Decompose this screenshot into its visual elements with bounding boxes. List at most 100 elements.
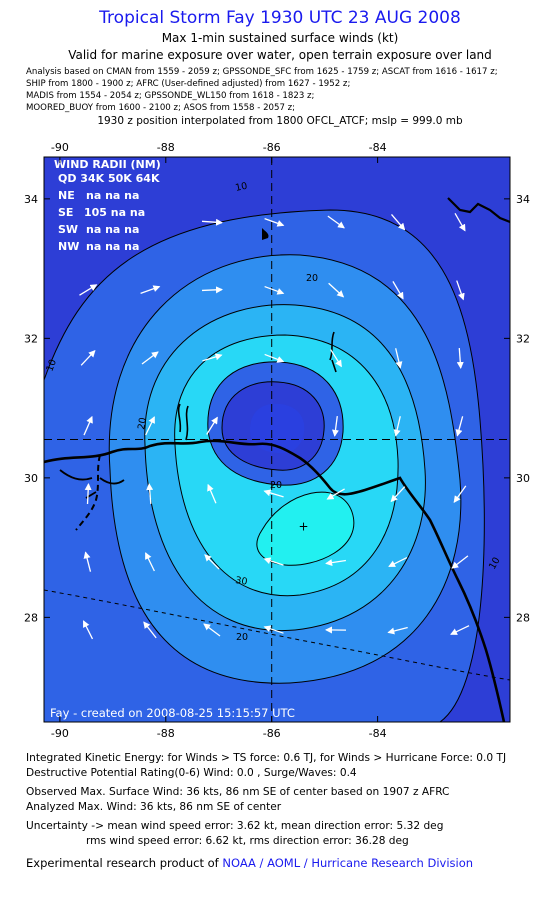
wind-vector-arrow <box>84 483 92 505</box>
wind-radii-quadrant: SW <box>58 223 78 236</box>
wind-radii-values: 105 na na <box>84 206 145 219</box>
subtitle: Max 1-min sustained surface winds (kt) <box>161 31 399 45</box>
contour-line <box>108 254 462 684</box>
analysis-line: Analysis based on CMAN from 1559 - 2059 … <box>26 67 498 77</box>
wind-vector-arrow <box>83 415 93 436</box>
lon-tick-label-bottom: -86 <box>263 727 281 740</box>
lon-tick-label-top: -84 <box>369 141 387 154</box>
wind-vector-arrow <box>263 625 284 634</box>
wind-vector-arrow <box>453 485 467 503</box>
contour-line <box>174 334 399 597</box>
contour-label: 20 <box>306 273 318 284</box>
dpr-line: Destructive Potential Rating(0-6) Wind: … <box>26 767 357 779</box>
contour-line <box>144 304 426 632</box>
mobile-bay <box>177 403 189 441</box>
wind-radii-quadrant: SE <box>58 206 73 219</box>
wind-vector-arrow <box>80 349 96 366</box>
wind-radii-quadrant: NW <box>58 240 79 253</box>
lat-tick-label-right: 34 <box>516 193 530 206</box>
wind-vector-arrow <box>451 555 469 569</box>
lon-tick-label-bottom: -90 <box>51 727 69 740</box>
observed-max-line: Observed Max. Surface Wind: 36 kts, 86 n… <box>26 786 450 798</box>
wind-vector-arrow <box>140 285 161 295</box>
contour-label: 20 <box>236 632 248 643</box>
position-line: 1930 z position interpolated from 1800 O… <box>97 115 463 127</box>
lon-tick-label-bottom: -88 <box>157 727 175 740</box>
contour-label: 20 <box>136 417 149 431</box>
lon-tick-label-top: -86 <box>263 141 281 154</box>
contour-line <box>44 209 485 722</box>
lake-seminole <box>447 197 510 224</box>
wind-vector-arrow <box>143 621 157 639</box>
contour-line <box>256 491 355 566</box>
ike-line: Integrated Kinetic Energy: for Winds > T… <box>26 752 507 764</box>
wind-vector-arrow <box>264 217 285 227</box>
wind-radii-title: WIND RADII (NM) <box>54 158 161 171</box>
wind-vector-arrow <box>264 353 285 363</box>
page-title: Tropical Storm Fay 1930 UTC 23 AUG 2008 <box>99 8 461 28</box>
lon-tick-label-top: -88 <box>157 141 175 154</box>
wind-radii-values: na na na <box>86 240 139 253</box>
lat-tick-label-right: 30 <box>516 472 530 485</box>
wind-vector-arrow <box>390 486 406 503</box>
calm-center <box>250 403 305 454</box>
wind-vector-arrow <box>263 489 284 498</box>
wind-radii-quadrant: NE <box>58 189 75 202</box>
lat-tick-label-right: 32 <box>516 332 530 345</box>
contour-line <box>207 361 344 486</box>
hrd-link[interactable]: NOAA / AOML / Hurricane Research Divisio… <box>222 856 474 870</box>
wind-vectors <box>79 213 470 640</box>
lat-tick-label-left: 34 <box>24 193 38 206</box>
wind-vector-arrow <box>201 286 223 294</box>
contour-line <box>221 381 325 471</box>
lat-tick-label-right: 28 <box>516 611 530 624</box>
analysis-line: MOORED_BUOY from 1600 - 2100 z; ASOS fro… <box>26 103 296 113</box>
contour-label: 10 <box>44 358 58 373</box>
wind-vector-arrow <box>456 280 465 301</box>
wind-vector-arrow <box>450 625 470 635</box>
contour-35kt-max <box>256 492 354 566</box>
wind-vector-arrow <box>330 349 342 368</box>
wind-radii-header: QD 34K 50K 64K <box>58 172 160 185</box>
lake-marker <box>262 228 269 240</box>
contour-label: 10 <box>487 556 503 572</box>
wind-vector-arrow <box>454 213 466 232</box>
wind-radii-values: na na na <box>86 189 139 202</box>
lat-tick-label-left: 32 <box>24 332 38 345</box>
wind-vector-arrow <box>201 218 223 226</box>
wind-vector-arrow <box>325 559 346 567</box>
wind-vector-arrow <box>456 347 464 369</box>
max-wind-marker: + <box>298 520 308 534</box>
analysis-line: MADIS from 1554 - 2054 z; GPSSONDE_WL150… <box>26 91 315 101</box>
gulf-coastline <box>44 439 506 722</box>
analyzed-max-line: Analyzed Max. Wind: 36 kts, 86 nm SE of … <box>26 801 282 813</box>
wind-vector-arrow <box>207 483 217 504</box>
valid-line: Valid for marine exposure over water, op… <box>68 48 492 62</box>
wind-vector-arrow <box>393 416 401 437</box>
wind-vector-arrow <box>455 416 464 437</box>
credit-prefix: Experimental research product of <box>26 856 223 870</box>
wind-vector-arrow <box>263 557 284 566</box>
analysis-line: SHIP from 1800 - 1900 z; AFRC (User-defi… <box>26 79 351 89</box>
wind-vector-arrow <box>392 281 404 300</box>
product-credit: Experimental research product of NOAA / … <box>26 856 473 870</box>
uncertainty-line: Uncertainty -> mean wind speed error: 3.… <box>26 820 444 832</box>
wind-vector-arrow <box>202 353 223 362</box>
wind-vector-arrow <box>79 284 98 296</box>
lat-tick-label-left: 30 <box>24 472 38 485</box>
wind-vector-arrow <box>326 488 345 500</box>
wind-vector-arrow <box>395 348 403 369</box>
lon-tick-label-bottom: -84 <box>369 727 387 740</box>
wind-vector-arrow <box>203 623 221 637</box>
wind-vector-arrow <box>327 215 345 229</box>
wind-vector-arrow <box>388 556 408 568</box>
contour-label: 20 <box>270 480 282 491</box>
wind-vector-arrow <box>387 626 408 635</box>
wind-vector-arrow <box>141 351 159 365</box>
state-boundary <box>75 454 101 531</box>
wind-vector-arrow <box>206 416 218 435</box>
wind-vector-arrow <box>391 213 406 231</box>
wind-vector-arrow <box>264 285 285 295</box>
wind-vector-arrow <box>328 282 345 298</box>
lon-tick-label-top: -90 <box>51 141 69 154</box>
